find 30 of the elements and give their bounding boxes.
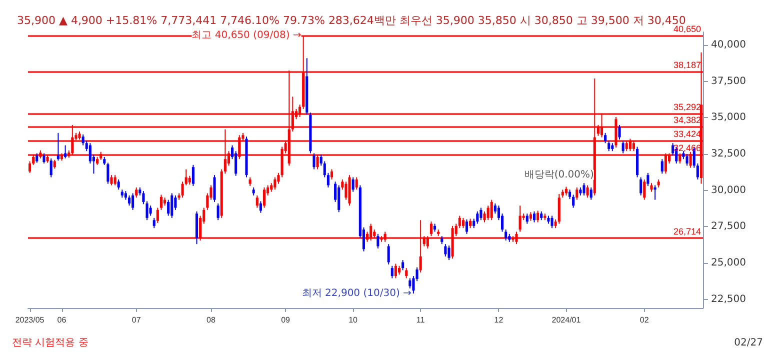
annotation: 최저 22,900 (10/30) → — [302, 288, 412, 299]
x-tick-label: 02 — [640, 316, 650, 324]
x-tick-label: 08 — [206, 316, 216, 324]
annotation: 배당락(0.00%) — [524, 169, 594, 180]
x-tick-label: 06 — [57, 316, 67, 324]
x-tick-label: 11 — [416, 316, 426, 324]
ref-line-label: 40,650 — [673, 24, 701, 34]
y-tick-label: 22,500 — [711, 294, 746, 305]
text: 02/27 — [734, 338, 764, 348]
x-tick-label: 09 — [281, 316, 291, 324]
chart-title: 35,900 ▲ 4,900 +15.81% 7,773,441 7,746.10% 79.73% 283,624백만 최우선 35,900 35,850 시 30,850 고 39,500 저 30,450 — [17, 14, 686, 27]
x-tick-label: 2023/05 — [15, 316, 45, 324]
ref-line-label: 38,187 — [673, 60, 701, 70]
y-tick-label: 32,500 — [711, 148, 746, 160]
x-tick-label: 12 — [494, 316, 504, 324]
y-tick-label: 30,000 — [711, 184, 746, 196]
y-tick-label: 40,000 — [711, 40, 746, 51]
x-tick-label: 07 — [132, 316, 142, 324]
ref-line-label: 33,424 — [673, 129, 701, 140]
y-tick-label: 27,500 — [711, 221, 746, 232]
y-tick-label: 35,000 — [711, 112, 746, 124]
y-tick-label: 37,500 — [711, 76, 746, 87]
x-tick-label: 10 — [348, 316, 358, 324]
ref-line-label: 34,382 — [673, 115, 701, 126]
annotation: 최고 40,650 (09/08) → — [192, 30, 302, 42]
ref-line-label: 26,714 — [673, 226, 701, 237]
y-tick-label: 25,000 — [711, 257, 746, 268]
x-tick-label: 2024/01 — [552, 316, 582, 324]
text: 전략 시험적용 중 — [12, 338, 88, 348]
ref-line-label: 32,466 — [673, 143, 701, 154]
